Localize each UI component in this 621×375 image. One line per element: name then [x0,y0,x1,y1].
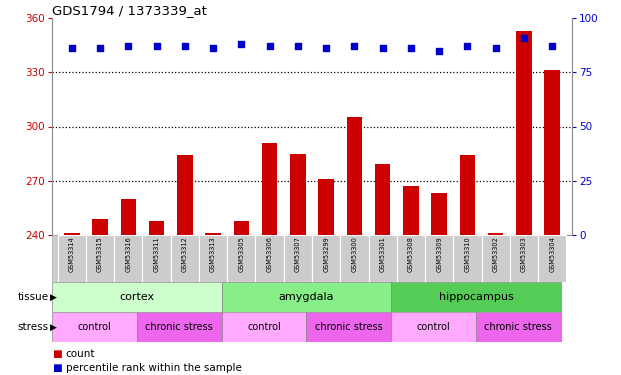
Point [321,45,331,51]
Text: GSM53306: GSM53306 [266,236,273,272]
Bar [52,282,222,312]
Text: ▶: ▶ [50,292,57,302]
Bar [391,282,561,312]
Point [237,41,247,47]
Text: tissue: tissue [18,292,49,302]
Point [152,43,161,49]
Point [463,43,473,49]
Bar [375,165,391,235]
Text: hippocampus: hippocampus [438,292,514,302]
Text: GSM53308: GSM53308 [408,236,414,272]
Point [434,48,444,54]
Text: ■: ■ [52,349,61,359]
Bar [227,235,255,282]
Text: GSM53300: GSM53300 [351,236,358,272]
Point [208,45,218,51]
Text: GSM53301: GSM53301 [379,236,386,272]
Text: control: control [78,322,111,332]
Point [124,43,134,49]
Text: GSM53303: GSM53303 [521,236,527,272]
Text: GSM53302: GSM53302 [492,236,499,272]
Point [67,45,77,51]
Point [95,45,105,51]
Point [265,43,274,49]
Text: count: count [66,349,95,359]
Point [378,45,388,51]
Text: GSM53312: GSM53312 [182,236,188,272]
Text: GSM53299: GSM53299 [323,236,329,272]
Text: cortex: cortex [119,292,155,302]
Bar [255,235,284,282]
Text: GSM53314: GSM53314 [69,236,75,272]
Text: GSM53305: GSM53305 [238,236,244,272]
Bar [171,235,199,282]
Point [350,43,360,49]
Bar [290,154,306,235]
Text: GSM53315: GSM53315 [97,236,103,272]
Text: GDS1794 / 1373339_at: GDS1794 / 1373339_at [52,4,207,17]
Bar [306,312,391,342]
Text: GSM53313: GSM53313 [210,236,216,272]
Text: GSM53309: GSM53309 [436,236,442,272]
Bar [64,233,79,235]
Bar [206,233,221,235]
Bar [397,235,425,282]
Point [547,43,557,49]
Bar [137,312,222,342]
Text: ▶: ▶ [50,322,57,332]
Bar [114,235,142,282]
Bar [222,282,391,312]
Text: control: control [247,322,281,332]
Bar [142,235,171,282]
Text: ■: ■ [52,363,61,373]
Bar [262,143,278,235]
Bar [391,312,476,342]
Bar [52,312,137,342]
Bar [476,312,561,342]
Bar [177,155,193,235]
Bar [93,219,108,235]
Bar [319,179,334,235]
Bar [347,117,362,235]
Bar [481,235,510,282]
Text: chronic stress: chronic stress [145,322,213,332]
Text: GSM53316: GSM53316 [125,236,131,272]
Bar [120,199,136,235]
Point [293,43,303,49]
Text: GSM53304: GSM53304 [549,236,555,272]
Text: chronic stress: chronic stress [315,322,383,332]
Bar [538,235,566,282]
Bar [340,235,368,282]
Bar [432,194,447,235]
Bar [233,220,249,235]
Text: chronic stress: chronic stress [484,322,552,332]
Bar [488,233,504,235]
Bar [425,235,453,282]
Bar [403,186,419,235]
Bar [312,235,340,282]
Bar [453,235,481,282]
Bar [545,70,560,235]
Bar [510,235,538,282]
Bar [460,155,475,235]
Text: GSM53311: GSM53311 [153,236,160,272]
Bar [199,235,227,282]
Text: GSM53310: GSM53310 [465,236,471,272]
Bar [58,235,86,282]
Text: amygdala: amygdala [279,292,334,302]
Bar [149,220,165,235]
Text: control: control [417,322,450,332]
Point [406,45,416,51]
Point [491,45,501,51]
Text: percentile rank within the sample: percentile rank within the sample [66,363,242,373]
Bar [284,235,312,282]
Text: GSM53307: GSM53307 [295,236,301,272]
Point [519,34,529,40]
Bar [222,312,306,342]
Text: stress: stress [18,322,49,332]
Point [180,43,190,49]
Bar [86,235,114,282]
Bar [516,31,532,235]
Bar [368,235,397,282]
